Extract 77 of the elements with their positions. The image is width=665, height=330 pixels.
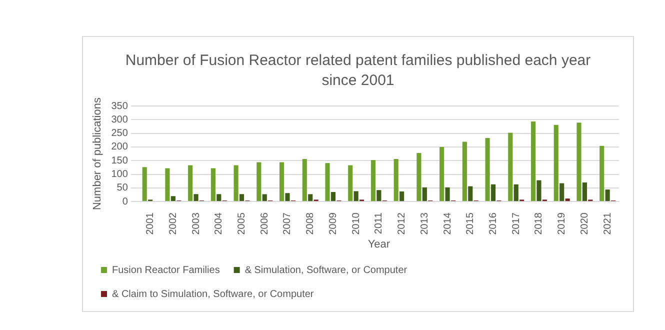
- x-tick-label: 2020: [579, 212, 590, 235]
- bar: [330, 192, 336, 202]
- bar: [165, 168, 170, 202]
- bar: [348, 165, 353, 202]
- bar: [325, 163, 330, 202]
- bar: [605, 190, 610, 202]
- x-tick-label: 2021: [602, 212, 614, 235]
- legend-label: Fusion Reactor Families: [112, 264, 220, 276]
- x-tick-label: 2003: [190, 212, 202, 235]
- x-tick-label: 2015: [465, 212, 476, 235]
- bar: [370, 160, 376, 202]
- bar: [142, 167, 147, 202]
- x-tick-label: 2017: [510, 212, 522, 235]
- x-tick-label: 2012: [396, 212, 408, 235]
- bar: [394, 158, 398, 202]
- y-tick-label: 250: [111, 128, 128, 140]
- bar: [188, 165, 193, 202]
- y-tick-label: 350: [111, 100, 128, 112]
- x-tick-label: 2008: [305, 212, 316, 235]
- x-tick-label: 2007: [282, 212, 294, 235]
- chart-title: Number of Fusion Reactor related patent families published each year since 2001: [124, 51, 592, 91]
- x-tick-label: 2001: [145, 212, 156, 235]
- y-tick-label: 150: [111, 155, 128, 166]
- bar: [308, 194, 313, 202]
- bar: [234, 165, 238, 202]
- bar: [376, 190, 382, 202]
- bar: [462, 142, 467, 202]
- x-axis-title: Year: [368, 238, 390, 250]
- bar: [560, 183, 564, 202]
- x-tick-label: 2011: [374, 212, 385, 234]
- x-tick-label: 2013: [419, 212, 430, 235]
- bar: [554, 124, 558, 202]
- legend-label: & Simulation, Software, or Computer: [244, 264, 408, 276]
- legend-label: & Claim to Simulation, Software, or Computer: [112, 288, 314, 300]
- y-tick-label: 300: [111, 114, 128, 126]
- bar: [400, 191, 404, 202]
- bar: [530, 122, 536, 202]
- bar: [490, 184, 496, 202]
- x-tick-label: 2014: [442, 212, 454, 235]
- bar: [440, 146, 444, 202]
- bar: [565, 198, 570, 202]
- bar: [354, 191, 358, 202]
- bar: [514, 184, 518, 202]
- y-tick-label: 100: [111, 169, 128, 180]
- y-tick-label: 0: [122, 196, 128, 208]
- bar: [210, 168, 216, 202]
- y-tick-label: 200: [111, 142, 128, 153]
- bar: [445, 187, 450, 202]
- x-tick-label: 2010: [350, 212, 362, 235]
- x-tick-label: 2002: [168, 212, 179, 235]
- x-tick-label: 2018: [534, 212, 545, 235]
- bar: [485, 138, 490, 202]
- bar: [262, 194, 267, 202]
- bar: [216, 194, 222, 202]
- bar: [416, 152, 422, 202]
- bar: [194, 194, 198, 202]
- bar: [508, 132, 513, 202]
- bar: [285, 193, 290, 202]
- x-tick-label: 2004: [214, 212, 225, 235]
- y-axis-title: Number of publications: [92, 97, 104, 210]
- y-tick-label: 50: [116, 182, 128, 194]
- bar: [239, 194, 244, 202]
- bar: [536, 180, 542, 202]
- bar: [302, 158, 307, 202]
- bar: [576, 122, 582, 202]
- bar: [582, 182, 587, 202]
- x-tick-label: 2009: [328, 212, 339, 235]
- x-tick-label: 2006: [259, 212, 270, 235]
- x-tick-label: 2016: [488, 212, 500, 235]
- x-tick-label: 2019: [556, 212, 568, 235]
- bar: [170, 196, 176, 202]
- bar: [256, 162, 262, 202]
- bar: [600, 146, 604, 202]
- bar: [468, 186, 473, 202]
- bar: [422, 187, 427, 202]
- x-tick-label: 2005: [236, 212, 248, 235]
- bar: [279, 162, 284, 202]
